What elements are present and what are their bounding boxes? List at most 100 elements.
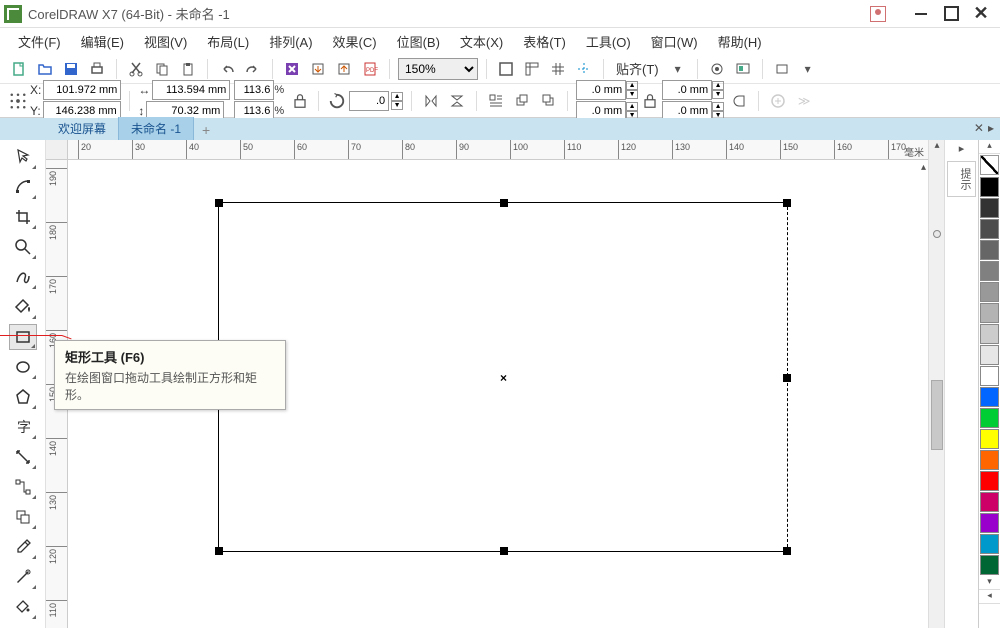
mirror-h-icon[interactable] (420, 90, 442, 112)
user-account-icon[interactable] (870, 6, 886, 22)
color-swatch[interactable] (980, 177, 999, 197)
close-tab-icon[interactable]: ✕ (974, 121, 984, 135)
new-doc-icon[interactable] (8, 58, 30, 80)
app-launcher-icon[interactable] (771, 58, 793, 80)
color-swatch[interactable] (980, 513, 999, 533)
menu-help[interactable]: 帮助(H) (710, 29, 770, 54)
color-swatch[interactable] (980, 492, 999, 512)
outline-tool[interactable] (9, 564, 37, 590)
no-color-swatch[interactable] (980, 155, 999, 175)
minimize-button[interactable] (906, 4, 936, 24)
export-icon[interactable] (333, 58, 355, 80)
color-swatch[interactable] (980, 408, 999, 428)
wrap-text-icon[interactable] (485, 90, 507, 112)
launch-app-icon[interactable] (732, 58, 754, 80)
crop-tool[interactable] (9, 204, 37, 230)
handle-bl[interactable] (215, 547, 223, 555)
ellipse-tool[interactable] (9, 354, 37, 380)
freehand-tool[interactable] (9, 264, 37, 290)
docker-expand-icon[interactable]: ▸ (945, 140, 978, 157)
handle-mr[interactable] (783, 374, 791, 382)
scrollbar-thumb[interactable] (931, 380, 943, 450)
mirror-v-icon[interactable] (446, 90, 468, 112)
menu-table[interactable]: 表格(T) (515, 29, 574, 54)
handle-bm[interactable] (500, 547, 508, 555)
color-swatch[interactable] (980, 471, 999, 491)
zoom-tool[interactable] (9, 234, 37, 260)
width-input[interactable] (152, 80, 230, 100)
cut-icon[interactable] (125, 58, 147, 80)
tab-add-button[interactable]: + (194, 120, 218, 140)
palette-flyout-arrow[interactable]: ◂ (979, 590, 1000, 604)
ruler-origin[interactable] (46, 140, 68, 160)
search-content-icon[interactable] (281, 58, 303, 80)
color-swatch[interactable] (980, 219, 999, 239)
handle-tr[interactable] (783, 199, 791, 207)
undo-icon[interactable] (216, 58, 238, 80)
interactive-tool[interactable] (9, 504, 37, 530)
color-swatch[interactable] (980, 261, 999, 281)
color-swatch[interactable] (980, 555, 999, 575)
handle-tm[interactable] (500, 199, 508, 207)
redo-icon[interactable] (242, 58, 264, 80)
eyedropper-tool[interactable] (9, 534, 37, 560)
selected-rectangle[interactable]: × (218, 202, 788, 552)
more-options-icon[interactable]: ≫ (793, 90, 815, 112)
menu-edit[interactable]: 编辑(E) (73, 29, 132, 54)
save-icon[interactable] (60, 58, 82, 80)
print-icon[interactable] (86, 58, 108, 80)
maximize-button[interactable] (936, 4, 966, 24)
show-grid-icon[interactable] (547, 58, 569, 80)
shape-tool[interactable] (9, 174, 37, 200)
import-icon[interactable] (307, 58, 329, 80)
lock-ratio-icon[interactable] (290, 91, 310, 111)
color-swatch[interactable] (980, 282, 999, 302)
rotation-input[interactable] (349, 91, 389, 111)
rotation-spinner[interactable]: ▲▼ (391, 92, 403, 110)
options-icon[interactable] (706, 58, 728, 80)
relative-corner-icon[interactable] (728, 90, 750, 112)
menu-bitmap[interactable]: 位图(B) (389, 29, 448, 54)
color-swatch[interactable] (980, 534, 999, 554)
hints-docker-tab[interactable]: 提示 (947, 161, 976, 197)
close-button[interactable]: ✕ (966, 4, 996, 24)
corner-tl-spinner[interactable]: ▲▼ (626, 81, 638, 99)
rectangle-tool[interactable] (9, 324, 37, 350)
copy-icon[interactable] (151, 58, 173, 80)
show-rulers-icon[interactable] (521, 58, 543, 80)
menu-effects[interactable]: 效果(C) (325, 29, 385, 54)
snap-dropdown-icon[interactable]: ▾ (667, 58, 689, 80)
x-position-input[interactable] (43, 80, 121, 100)
scrollbar-up[interactable]: ▴ (929, 140, 945, 156)
menu-view[interactable]: 视图(V) (136, 29, 195, 54)
tab-welcome[interactable]: 欢迎屏幕 (46, 117, 118, 140)
connector-tool[interactable] (9, 474, 37, 500)
menu-layout[interactable]: 布局(L) (199, 29, 257, 54)
vertical-scrollbar[interactable]: ▴ (928, 140, 944, 628)
handle-br[interactable] (783, 547, 791, 555)
open-icon[interactable] (34, 58, 56, 80)
paste-icon[interactable] (177, 58, 199, 80)
fill-tool[interactable] (9, 594, 37, 620)
smart-fill-tool[interactable] (9, 294, 37, 320)
text-tool[interactable]: 字 (9, 414, 37, 440)
convert-curves-icon[interactable] (767, 90, 789, 112)
tab-document[interactable]: 未命名 -1 (118, 117, 194, 140)
show-guides-icon[interactable] (573, 58, 595, 80)
guide-marker-icon[interactable] (933, 230, 941, 238)
color-swatch[interactable] (980, 366, 999, 386)
color-swatch[interactable] (980, 429, 999, 449)
scale-x-input[interactable] (234, 80, 274, 100)
menu-window[interactable]: 窗口(W) (643, 29, 706, 54)
zoom-level-select[interactable]: 150% (398, 58, 478, 80)
color-swatch[interactable] (980, 240, 999, 260)
palette-down-arrow[interactable]: ▾ (979, 576, 1000, 590)
color-swatch[interactable] (980, 387, 999, 407)
menu-tools[interactable]: 工具(O) (578, 29, 639, 54)
tab-menu-icon[interactable]: ▸ (988, 121, 994, 135)
polygon-tool[interactable] (9, 384, 37, 410)
publish-pdf-icon[interactable]: PDF (359, 58, 381, 80)
corner-tl-input[interactable] (576, 80, 626, 100)
corner-lock-icon[interactable] (640, 91, 660, 111)
color-swatch[interactable] (980, 450, 999, 470)
